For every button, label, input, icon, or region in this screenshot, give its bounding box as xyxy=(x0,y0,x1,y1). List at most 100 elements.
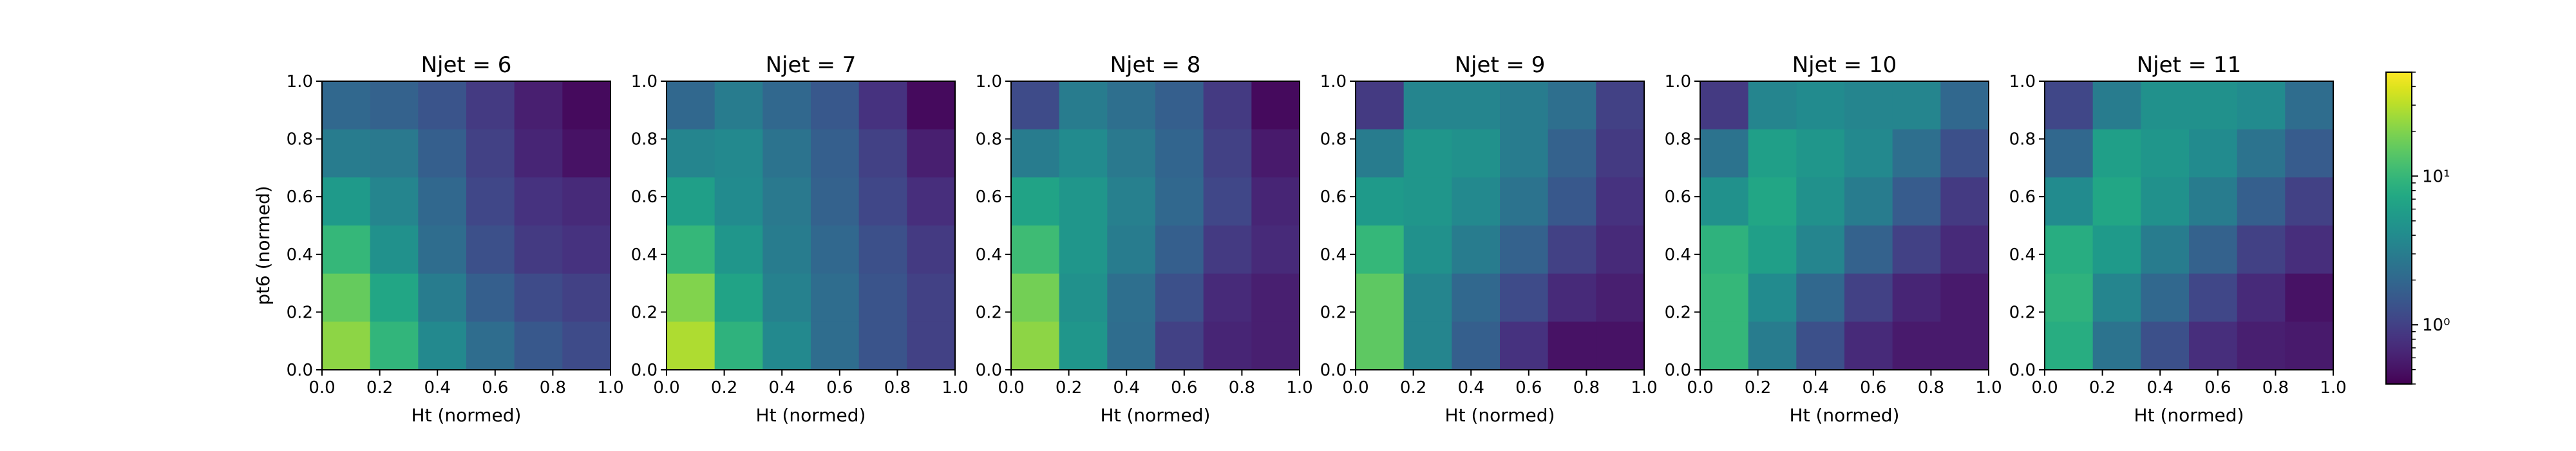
heatmap-cell xyxy=(1500,129,1549,178)
heatmap-cell xyxy=(1155,129,1204,178)
colorbar: 10⁰ 10¹ xyxy=(2385,72,2450,385)
panel-frame xyxy=(321,81,611,370)
heatmap-cell xyxy=(1452,321,1501,370)
x-axis-label: Ht (normed) xyxy=(1790,405,1900,426)
heatmap-panel: Njet = 10 0.0 0.2 0.4 0.6 0.8 1.0 0.0 0.2 0.4 0.6 0… xyxy=(1665,52,2002,426)
heatmap-cell xyxy=(1940,273,1989,322)
heatmap-cell xyxy=(1596,273,1645,322)
heatmap-cell xyxy=(418,81,467,130)
y-tick-label: 0.8 xyxy=(287,130,313,149)
y-tick-label: 0.4 xyxy=(1665,245,1691,265)
heatmap-cell xyxy=(2045,129,2094,178)
heatmap-cell xyxy=(370,177,419,226)
heatmap-cell xyxy=(2285,177,2334,226)
x-axis-label: Ht (normed) xyxy=(2134,405,2244,426)
colorbar-tick-label: 10⁰ xyxy=(2422,316,2450,335)
heatmap-cell xyxy=(2092,177,2141,226)
x-tick-label: 0.8 xyxy=(1229,378,1255,398)
x-tick-label: 0.0 xyxy=(1342,378,1368,398)
colorbar-tick-label: 10¹ xyxy=(2422,167,2450,186)
heatmap-cell xyxy=(418,225,467,274)
heatmap-cell xyxy=(1203,225,1252,274)
heatmap-cell xyxy=(1155,81,1204,130)
heatmap-cell xyxy=(667,81,715,130)
panel-title: Njet = 9 xyxy=(1455,52,1546,78)
y-tick-label: 0.4 xyxy=(1320,245,1347,265)
heatmap-cell xyxy=(1844,81,1893,130)
heatmap-cell xyxy=(1844,225,1893,274)
heatmap-cell xyxy=(1548,81,1596,130)
heatmap-cell xyxy=(1059,273,1108,322)
panel-frame xyxy=(2044,81,2334,370)
x-tick-label: 0.0 xyxy=(308,378,335,398)
heatmap-cell xyxy=(2092,273,2141,322)
x-tick-label: 1.0 xyxy=(2320,378,2346,398)
heatmap-cell xyxy=(1700,81,1749,130)
heatmap-cell xyxy=(907,225,956,274)
heatmap-cell xyxy=(1251,177,1300,226)
x-tick-label: 1.0 xyxy=(1975,378,2002,398)
y-tick-label: 0.8 xyxy=(631,130,658,149)
heatmap-cell xyxy=(322,81,371,130)
x-tick-label: 0.0 xyxy=(653,378,679,398)
y-tick-label: 0.0 xyxy=(287,361,313,380)
heatmap-cell xyxy=(1059,129,1108,178)
y-tick-label: 0.2 xyxy=(976,303,1002,322)
y-tick-label: 0.8 xyxy=(1320,130,1347,149)
heatmap-cell xyxy=(514,129,563,178)
heatmap-cell xyxy=(2045,273,2094,322)
heatmap-cell xyxy=(1596,321,1645,370)
heatmap-cell xyxy=(1059,321,1108,370)
heatmap-cell xyxy=(1011,81,1060,130)
heatmap-cell xyxy=(811,321,860,370)
heatmap-cell xyxy=(1251,225,1300,274)
heatmap-cell xyxy=(1500,81,1549,130)
x-tick-label: 0.2 xyxy=(1745,378,1771,398)
y-tick-label: 0.0 xyxy=(1665,361,1691,380)
heatmap-cell xyxy=(1011,129,1060,178)
y-tick-label: 1.0 xyxy=(631,72,658,91)
heatmap-cell xyxy=(1356,129,1405,178)
y-tick-label: 0.6 xyxy=(2009,187,2036,207)
heatmap-cell xyxy=(1500,273,1549,322)
heatmap-cell xyxy=(1844,129,1893,178)
heatmap-cell xyxy=(1940,321,1989,370)
heatmap-cell xyxy=(2189,129,2238,178)
y-tick-label: 0.6 xyxy=(976,187,1002,207)
x-tick-label: 0.6 xyxy=(1860,378,1886,398)
y-tick-label: 0.4 xyxy=(287,245,313,265)
x-tick-label: 0.4 xyxy=(769,378,795,398)
heatmap-cell xyxy=(1700,177,1749,226)
heatmap-cell xyxy=(811,177,860,226)
heatmap-cell xyxy=(1107,81,1156,130)
x-tick-label: 0.6 xyxy=(1171,378,1197,398)
heatmap-cell xyxy=(418,129,467,178)
heatmap-cell xyxy=(907,273,956,322)
panel-frame xyxy=(1010,81,1300,370)
heatmap-cell xyxy=(1548,321,1596,370)
heatmap-cell xyxy=(1700,321,1749,370)
heatmap-cell xyxy=(811,81,860,130)
x-tick-label: 0.6 xyxy=(2204,378,2231,398)
heatmap-cell xyxy=(1796,129,1845,178)
heatmap-cell xyxy=(1940,225,1989,274)
heatmap-cell xyxy=(466,129,515,178)
heatmap-cell xyxy=(2285,129,2334,178)
panel-frame xyxy=(1700,81,1989,370)
heatmap-cell xyxy=(1059,81,1108,130)
heatmap-cell xyxy=(1892,177,1941,226)
x-tick-label: 1.0 xyxy=(942,378,968,398)
y-tick-label: 0.8 xyxy=(1665,130,1691,149)
heatmap-cell xyxy=(1011,225,1060,274)
x-tick-label: 0.4 xyxy=(1803,378,1829,398)
heatmap-cell xyxy=(714,81,763,130)
x-axis-label: Ht (normed) xyxy=(1101,405,1211,426)
heatmap-cell xyxy=(907,177,956,226)
heatmap-cell xyxy=(562,81,611,130)
heatmap-cell xyxy=(1403,81,1452,130)
y-tick-label: 0.0 xyxy=(976,361,1002,380)
heatmap-cell xyxy=(2285,273,2334,322)
heatmap-cell xyxy=(858,273,907,322)
panel-frame xyxy=(666,81,956,370)
heatmap-cell xyxy=(1403,129,1452,178)
